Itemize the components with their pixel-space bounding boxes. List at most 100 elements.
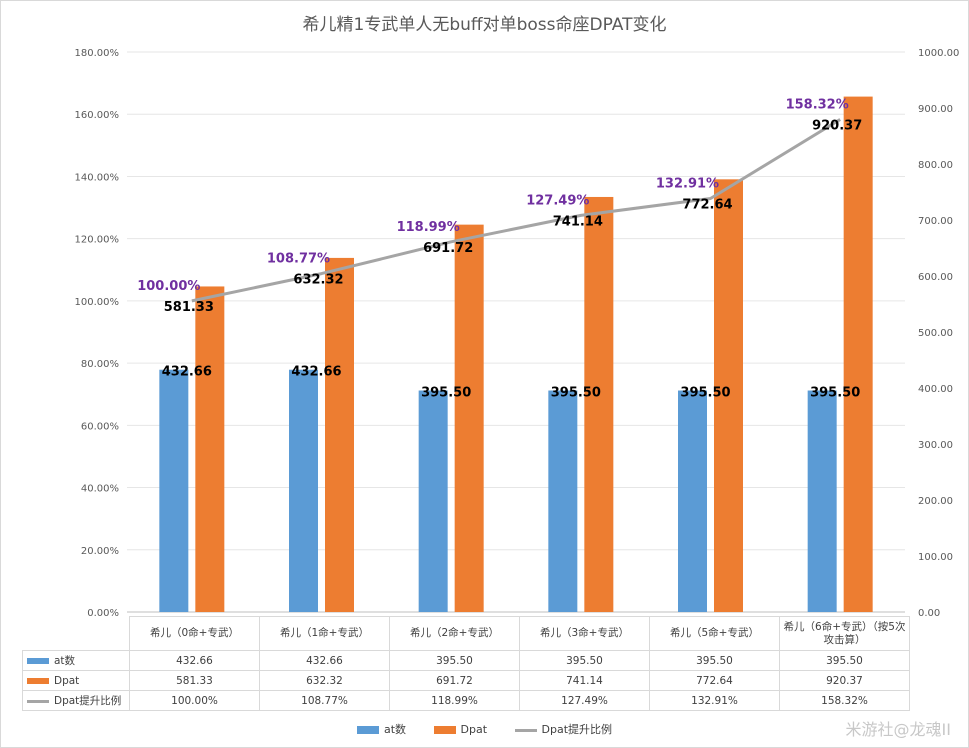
bar-at: [678, 390, 707, 612]
y-left-tick-label: 140.00%: [75, 172, 120, 183]
table-row-label-dpat: Dpat: [22, 670, 130, 691]
y-right-tick-label: 0.00: [918, 608, 940, 616]
data-label-dpat: 632.32: [293, 273, 343, 288]
y-left-tick-label: 80.00%: [81, 359, 119, 370]
table-row-label-text: at数: [54, 655, 76, 667]
bar-at: [289, 369, 318, 612]
table-row-label-at: at数: [22, 650, 130, 671]
legend-swatch-at: [356, 726, 379, 734]
table-cell: 108.77%: [259, 690, 390, 711]
bar-at: [159, 369, 189, 612]
data-label-at: 432.66: [291, 365, 341, 380]
table-row-label-ratio: Dpat提升比例: [22, 690, 130, 711]
y-left-tick-label: 120.00%: [75, 235, 120, 246]
table-category-5: 希儿（6命+专武）（按5次攻击算）: [779, 616, 910, 651]
at-key-swatch: [27, 658, 49, 664]
line-dpat-ratio: [191, 118, 841, 303]
table-cell: 741.14: [519, 670, 650, 691]
table-cell: 100.00%: [129, 690, 260, 711]
data-label-dpat: 920.37: [812, 118, 862, 133]
y-left-tick-label: 180.00%: [75, 48, 120, 59]
data-table: 希儿（0命+专武） 希儿（1命+专武） 希儿（2命+专武） 希儿（3命+专武） …: [22, 616, 910, 711]
table-cell: 395.50: [389, 650, 520, 671]
data-table-row-at: at数 432.66 432.66 395.50 395.50 395.50 3…: [22, 650, 910, 671]
data-table-row-dpat: Dpat 581.33 632.32 691.72 741.14 772.64 …: [22, 670, 910, 691]
table-category-4: 希儿（5命+专武）: [649, 616, 780, 651]
table-cell: 395.50: [649, 650, 780, 671]
y-right-tick-label: 700.00: [918, 216, 953, 227]
data-labels: 432.66 432.66 395.50 395.50 395.50 395.50 100.…: [137, 97, 862, 400]
y-right-tick-label: 500.00: [918, 328, 953, 339]
y-left-tick-label: 20.00%: [81, 546, 119, 557]
data-label-at: 395.50: [680, 386, 730, 401]
table-cell: 132.91%: [649, 690, 780, 711]
bar-dpat: [195, 286, 225, 612]
legend-label-at: at数: [383, 723, 407, 736]
y-left-tick-label: 40.00%: [81, 484, 119, 495]
dpat-key-swatch: [27, 677, 49, 684]
table-category-1: 希儿（1命+专武）: [259, 616, 390, 651]
bar-dpat: [325, 257, 354, 612]
data-label-dpat: 772.64: [682, 198, 732, 213]
y-right-tick-label: 1000.00: [918, 48, 959, 59]
data-label-at: 432.66: [162, 365, 212, 380]
table-row-label-text: Dpat提升比例: [54, 695, 122, 707]
y-right-tick-label: 900.00: [918, 104, 953, 115]
bar-dpat: [714, 179, 743, 612]
data-table-corner: [22, 616, 130, 651]
data-label-ratio: 118.99%: [397, 220, 460, 235]
table-cell: 632.32: [259, 670, 390, 691]
data-label-ratio: 100.00%: [137, 279, 200, 294]
table-cell: 118.99%: [389, 690, 520, 711]
y-left-tick-label: 0.00%: [87, 608, 119, 616]
legend-item-ratio: Dpat提升比例: [514, 721, 612, 737]
data-label-at: 395.50: [551, 386, 601, 401]
legend-swatch-dpat: [433, 726, 456, 734]
ratio-key-line: [27, 699, 49, 703]
data-label-ratio: 158.32%: [786, 97, 849, 112]
legend-line-ratio: [514, 728, 537, 732]
data-label-dpat: 741.14: [553, 214, 603, 229]
table-cell: 395.50: [779, 650, 910, 671]
legend-label-dpat: Dpat: [460, 723, 488, 736]
y-right-tick-label: 100.00: [918, 552, 953, 563]
data-label-dpat: 691.72: [423, 241, 473, 256]
table-cell: 395.50: [519, 650, 650, 671]
table-category-2: 希儿（2命+专武）: [389, 616, 520, 651]
data-table-category-row: 希儿（0命+专武） 希儿（1命+专武） 希儿（2命+专武） 希儿（3命+专武） …: [22, 616, 910, 651]
chart-title: 希儿精1专武单人无buff对单boss命座DPAT变化: [302, 15, 667, 35]
y-axis-right: 0.00 100.00 200.00 300.00 400.00 500.00 600.00…: [918, 48, 959, 616]
table-cell: 158.32%: [779, 690, 910, 711]
data-label-ratio: 108.77%: [267, 252, 330, 267]
bar-at: [418, 390, 448, 612]
y-right-tick-label: 600.00: [918, 272, 953, 283]
bar-series: [159, 96, 873, 613]
table-category-0: 希儿（0命+专武）: [129, 616, 260, 651]
data-label-ratio: 127.49%: [526, 193, 589, 208]
gridlines: [127, 51, 905, 613]
table-cell: 432.66: [259, 650, 390, 671]
chart-legend: at数 Dpat Dpat提升比例: [0, 721, 969, 737]
y-right-tick-label: 300.00: [918, 440, 953, 451]
table-cell: 432.66: [129, 650, 260, 671]
table-cell: 920.37: [779, 670, 910, 691]
table-cell: 691.72: [389, 670, 520, 691]
data-label-ratio: 132.91%: [656, 177, 719, 192]
legend-item-at: at数: [356, 721, 407, 737]
table-category-3: 希儿（3命+专武）: [519, 616, 650, 651]
table-cell: 581.33: [129, 670, 260, 691]
table-cell: 127.49%: [519, 690, 650, 711]
bar-at: [548, 390, 578, 612]
legend-item-dpat: Dpat: [433, 723, 488, 736]
bar-at: [807, 390, 837, 612]
data-label-at: 395.50: [421, 386, 471, 401]
table-cell: 772.64: [649, 670, 780, 691]
y-left-tick-label: 100.00%: [75, 297, 120, 308]
y-right-tick-label: 200.00: [918, 496, 953, 507]
watermark: 米游社@龙魂II: [845, 720, 951, 739]
bar-dpat: [584, 196, 614, 612]
data-table-row-ratio: Dpat提升比例 100.00% 108.77% 118.99% 127.49%…: [22, 690, 910, 711]
y-right-tick-label: 800.00: [918, 160, 953, 171]
y-axis-left: 0.00% 20.00% 40.00% 60.00% 80.00% 100.00% 120.…: [75, 48, 120, 616]
plot-area: 0.00% 20.00% 40.00% 60.00% 80.00% 100.00% 120.…: [75, 48, 960, 616]
